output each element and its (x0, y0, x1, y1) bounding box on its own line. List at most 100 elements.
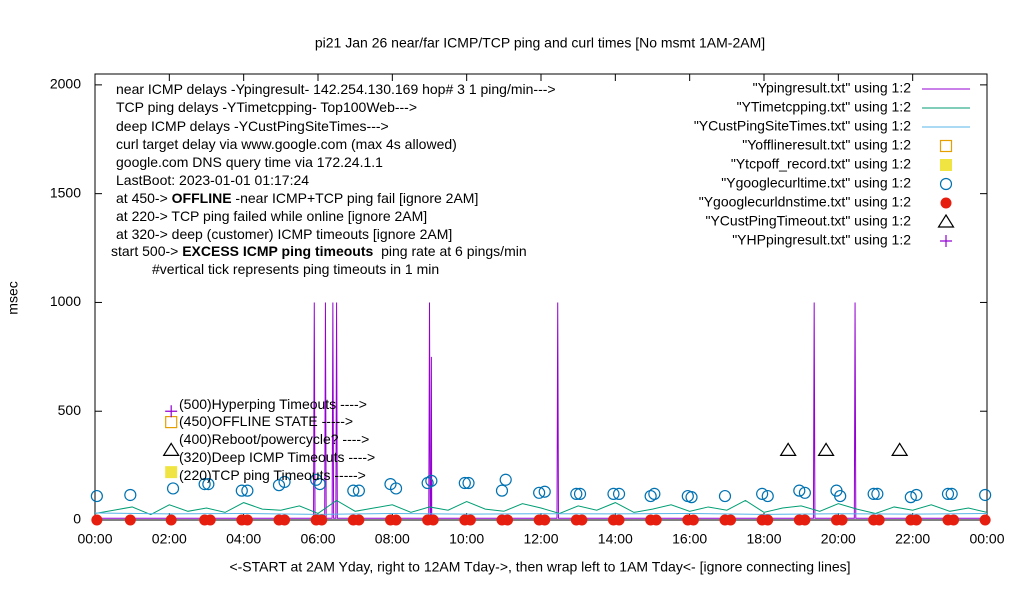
annotation: at 450-> OFFLINE -near ICMP+TCP ping fai… (116, 190, 478, 206)
annotation-part: at 450-> (116, 190, 172, 206)
point (499, 473, 512, 486)
point (241, 484, 254, 497)
annotation: (320)Deep ICMP Timeouts ----> (179, 449, 375, 465)
legend-label: "Ytcpoff_record.txt" using 1:2 (731, 156, 911, 172)
point (687, 514, 699, 526)
annotation-part: LastBoot: 2023-01-01 01:17:24 (116, 172, 309, 188)
legend-swatch (940, 235, 952, 247)
point (799, 514, 811, 526)
point (945, 487, 958, 500)
legend-swatch (939, 139, 953, 153)
annotation-part: (500)Hyperping Timeouts ----> (179, 396, 367, 412)
legend-label: "Ygooglecurldnstime.txt" using 1:2 (699, 194, 911, 210)
annotation-part: ping rate at 6 pings/min (373, 243, 526, 259)
x-tick-label: 18:00 (746, 531, 781, 547)
point (390, 514, 402, 526)
y-tick-label: 0 (73, 511, 81, 527)
x-tick-label: 12:00 (523, 531, 558, 547)
series-line (95, 499, 987, 516)
annotation-part: at 320-> deep (customer) ICMP timeouts [… (116, 226, 452, 242)
annotation-part: deep ICMP delays -YCustPingSiteTimes---> (116, 118, 389, 134)
legend-label: "YCustPingTimeout.txt" using 1:2 (705, 213, 911, 229)
point (124, 514, 136, 526)
legend-swatch (940, 197, 952, 209)
point (539, 514, 551, 526)
annotation: start 500-> EXCESS ICMP ping timeouts pi… (111, 243, 527, 259)
y-tick-label: 2000 (50, 76, 81, 92)
x-tick-label: 16:00 (672, 531, 707, 547)
annotation: LastBoot: 2023-01-01 01:17:24 (116, 172, 309, 188)
y-tick-label: 1500 (50, 184, 81, 200)
legend-label: "Ygooglecurltime.txt" using 1:2 (721, 175, 911, 191)
point (570, 487, 583, 500)
annotation-part: start 500-> (111, 243, 182, 259)
legend-swatch (940, 159, 952, 171)
legend-label: "YTimetcpping.txt" using 1:2 (737, 99, 912, 115)
point (948, 514, 960, 526)
annotation-part: at 220-> TCP ping failed while online [i… (116, 208, 427, 224)
annotation: (500)Hyperping Timeouts ----> (179, 396, 367, 412)
point (910, 514, 922, 526)
point (648, 487, 661, 500)
point (904, 491, 917, 504)
chart-title: pi21 Jan 26 near/far ICMP/TCP ping and c… (315, 35, 765, 51)
x-tick-label: 14:00 (598, 531, 633, 547)
y-axis-label: msec (5, 281, 21, 314)
point (613, 514, 625, 526)
point (979, 488, 992, 502)
point (502, 514, 514, 526)
annotation-part: near ICMP delays -Ypingresult- 142.254.1… (116, 81, 556, 97)
annotation-part: curl target delay via www.google.com (ma… (116, 136, 457, 152)
y-tick-label: 1000 (50, 293, 81, 309)
annotation: (220)TCP ping Timeouts -----> (179, 467, 366, 483)
x-tick-label: 04:00 (226, 531, 261, 547)
point (612, 487, 626, 500)
point (425, 474, 438, 487)
point (166, 482, 180, 495)
x-tick-label: 20:00 (821, 531, 856, 547)
point (495, 484, 509, 497)
annotation-part: OFFLINE (172, 190, 232, 206)
point (650, 514, 662, 526)
annotation: (400)Reboot/powercycle? ----> (179, 431, 369, 447)
point (91, 514, 103, 526)
point (241, 514, 253, 526)
point (458, 476, 471, 490)
point (793, 484, 806, 497)
point (352, 484, 365, 497)
annotation: deep ICMP delays -YCustPingSiteTimes---> (116, 118, 389, 134)
x-tick-label: 00:00 (77, 531, 112, 547)
point (316, 514, 328, 526)
x-tick-label: 10:00 (449, 531, 484, 547)
legend-swatch (939, 177, 953, 191)
point (279, 514, 291, 526)
point (204, 514, 216, 526)
legend-swatch (937, 213, 955, 228)
point (124, 488, 137, 502)
x-tick-label: 08:00 (375, 531, 410, 547)
annotation: near ICMP delays -Ypingresult- 142.254.1… (116, 81, 556, 97)
annotation-part: #vertical tick represents ping timeouts … (152, 261, 439, 277)
annotation: (450)OFFLINE STATE -----> (179, 413, 353, 429)
point (235, 484, 248, 497)
x-tick-label: 22:00 (895, 531, 930, 547)
annotation-part: -near ICMP+TCP ping fail [ignore 2AM] (232, 190, 479, 206)
legend-label: "YHPpingresult.txt" using 1:2 (732, 232, 911, 248)
point (313, 478, 326, 491)
annotation-part: EXCESS ICMP ping timeouts (182, 243, 373, 259)
point (576, 514, 588, 526)
point (198, 478, 211, 491)
point (798, 486, 811, 499)
point (165, 466, 178, 479)
point (817, 442, 835, 456)
point (756, 487, 769, 500)
annotation-part: (320)Deep ICMP Timeouts ----> (179, 449, 375, 465)
annotation-part: (400)Reboot/powercycle? ----> (179, 431, 369, 447)
point (871, 487, 884, 500)
point (725, 514, 737, 526)
annotation-part: (450)OFFLINE STATE -----> (179, 413, 353, 429)
point (533, 486, 546, 499)
annotation: #vertical tick represents ping timeouts … (152, 261, 439, 277)
